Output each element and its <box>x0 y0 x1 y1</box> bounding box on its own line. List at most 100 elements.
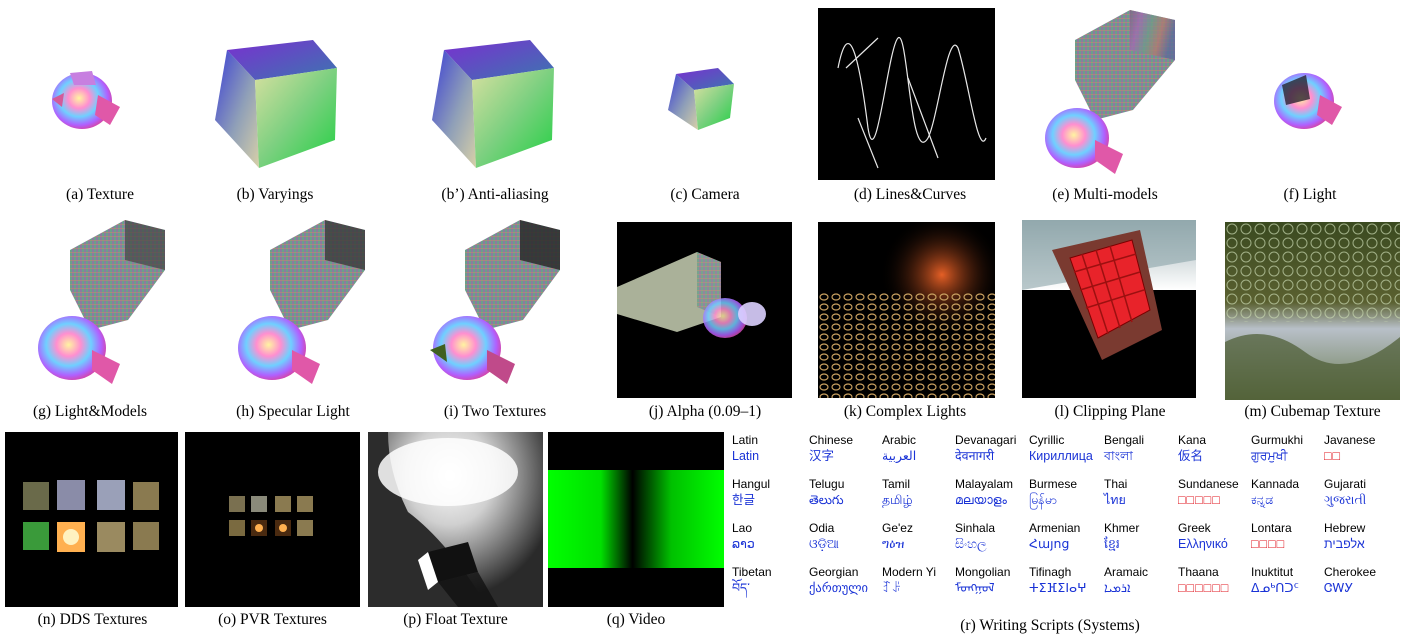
varyings-cube <box>205 30 345 170</box>
caption-c: (c) Camera <box>670 186 740 203</box>
script-cell: Armenian Հայոց <box>1029 520 1080 552</box>
script-name: Ge'ez <box>882 521 913 535</box>
script-cell: Thaana □□□□□□ <box>1178 564 1229 596</box>
script-cell: Greek Ελληνικό <box>1178 520 1228 552</box>
script-native: བོད་ <box>732 581 750 595</box>
script-cell: Sundanese □□□□□ <box>1178 476 1239 508</box>
script-cell: Burmese မြန်မာ <box>1029 476 1077 508</box>
script-name: Sundanese <box>1178 477 1239 491</box>
script-cell: Aramaic ܐܪܡܝܐ <box>1104 564 1148 596</box>
script-native: ಕನ್ನಡ <box>1251 493 1274 507</box>
script-native: ગુજરાતી <box>1324 493 1367 507</box>
script-name: Burmese <box>1029 477 1078 491</box>
caption-r: (r) Writing Scripts (Systems) <box>960 617 1140 634</box>
script-cell: Odia ଓଡ଼ିଆ <box>809 520 839 552</box>
script-name: Javanese <box>1324 433 1376 447</box>
script-cell: Gurmukhi ਗੁਰਮੁਖੀ <box>1251 432 1303 464</box>
script-cell: Kana 仮名 <box>1178 432 1206 464</box>
script-name: Chinese <box>809 433 854 447</box>
script-name: Telugu <box>809 477 845 491</box>
script-cell: Devanagari देवनागरी <box>955 432 1016 464</box>
script-name: Mongolian <box>955 565 1011 579</box>
script-native: தமிழ் <box>882 493 913 507</box>
script-native: മലയാളം <box>955 493 1007 507</box>
script-cell: Modern Yi ꆈꌠ <box>882 564 936 596</box>
script-name: Tibetan <box>732 565 772 579</box>
two-textures-render <box>425 220 565 390</box>
script-cell: Georgian ქართული <box>809 564 868 596</box>
caption-f: (f) Light <box>1283 186 1337 203</box>
script-name: Hangul <box>732 477 771 491</box>
caption-j: (j) Alpha (0.09–1) <box>648 403 762 420</box>
script-cell: Hebrew אלפבית <box>1324 520 1365 552</box>
script-native: Ελληνικό <box>1178 537 1228 551</box>
script-cell: Lontara □□□□ <box>1251 520 1292 552</box>
cubemap-texture-render <box>1225 222 1400 400</box>
script-cell: Tamil தமிழ் <box>882 476 913 508</box>
caption-p: (p) Float Texture <box>403 611 508 628</box>
alpha-render <box>617 222 792 398</box>
script-cell: Bengali বাংলা <box>1104 432 1144 464</box>
light-models-render <box>30 220 170 390</box>
script-native: 한글 <box>732 493 756 507</box>
caption-g: (g) Light&Models <box>32 403 148 420</box>
script-name: Bengali <box>1104 433 1145 447</box>
script-native: සිංහල <box>955 537 987 551</box>
script-native: বাংলা <box>1104 449 1133 463</box>
script-cell: Arabic العربية <box>882 432 916 464</box>
script-native: ⵜⵉⴼⵉⵏⴰⵖ <box>1029 581 1087 595</box>
caption-l: (l) Clipping Plane <box>1054 403 1166 420</box>
script-native: □□□□□ <box>1178 493 1221 507</box>
script-name: Greek <box>1178 521 1211 535</box>
caption-m: (m) Cubemap Texture <box>1244 403 1381 420</box>
caption-d: (d) Lines&Curves <box>853 186 967 203</box>
script-name: Gujarati <box>1324 477 1367 491</box>
script-cell: Ge'ez ግዕዝ <box>882 520 913 552</box>
script-native: Latin <box>732 449 760 463</box>
script-native: ខ្មែរ <box>1104 537 1120 551</box>
script-cell: Kannada ಕನ್ನಡ <box>1251 476 1299 508</box>
script-native: Кириллица <box>1029 449 1093 463</box>
script-cell: Gujarati ગુજરાતી <box>1324 476 1366 508</box>
script-native: देवनागरी <box>955 449 995 463</box>
script-native: ଓଡ଼ିଆ <box>809 537 839 551</box>
script-native: □□ <box>1324 449 1342 463</box>
script-cell: Cherokee ᏣᎳᎩ <box>1324 564 1376 596</box>
script-native: ግዕዝ <box>882 537 905 551</box>
clipping-plane-render <box>1022 220 1196 398</box>
script-name: Tifinagh <box>1029 565 1072 579</box>
script-name: Lao <box>732 521 753 535</box>
caption-i: (i) Two Textures <box>443 403 547 420</box>
caption-h: (h) Specular Light <box>236 403 350 420</box>
caption-a: (a) Texture <box>66 186 134 203</box>
script-cell: Mongolian ᠮᠣᠩᠭᠣᠯ <box>955 564 1010 596</box>
script-native: ລາວ <box>732 537 755 551</box>
script-name: Sinhala <box>955 521 996 535</box>
caption-b2: (b’) Anti-aliasing <box>441 186 549 203</box>
caption-e: (e) Multi-models <box>1052 186 1158 203</box>
multi-models-render <box>1035 10 1180 180</box>
video-render <box>548 432 724 607</box>
script-name: Odia <box>809 521 835 535</box>
script-native: ᐃᓄᒃᑎᑐᑦ <box>1251 581 1299 595</box>
caption-k: (k) Complex Lights <box>843 403 967 420</box>
caption-b: (b) Varyings <box>236 186 314 203</box>
script-cell: Sinhala සිංහල <box>955 520 995 552</box>
script-cell: Telugu తెలుగు <box>809 476 844 508</box>
script-native: ไทย <box>1104 493 1126 507</box>
texture-render <box>40 55 130 145</box>
dds-textures-render <box>5 432 178 607</box>
script-native: □□□□ <box>1251 537 1286 551</box>
script-cell: Thai ไทย <box>1104 476 1127 508</box>
script-native: ꆈꌠ <box>882 581 902 595</box>
complex-lights-render <box>818 222 995 398</box>
script-cell: Cyrillic Кириллица <box>1029 432 1093 464</box>
script-name: Inuktitut <box>1251 565 1294 579</box>
script-native: □□□□□□ <box>1178 581 1230 595</box>
script-cell: Khmer ខ្មែរ <box>1104 520 1139 552</box>
script-cell: Malayalam മലയാളം <box>955 476 1013 508</box>
script-name: Georgian <box>809 565 859 579</box>
specular-light-render <box>230 220 370 390</box>
script-cell: Hangul 한글 <box>732 476 770 508</box>
script-native: אלפבית <box>1324 537 1365 551</box>
